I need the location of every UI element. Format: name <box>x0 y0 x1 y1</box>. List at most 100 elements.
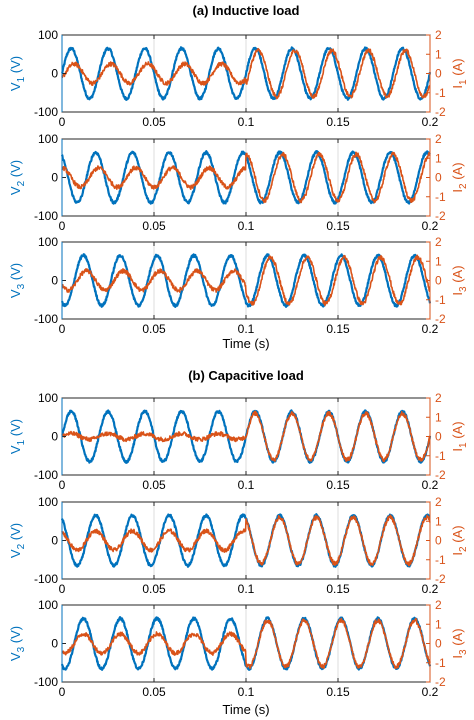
y-right-tick-label: -1 <box>435 553 446 567</box>
x-tick-label: 0.15 <box>326 115 350 129</box>
x-tick-label: 0.1 <box>238 115 255 129</box>
y-right-tick-label: -2 <box>435 468 446 482</box>
y-right-tick-label: -2 <box>435 675 446 689</box>
y-right-tick-label: -1 <box>435 449 446 463</box>
x-tick-label: 0 <box>59 582 66 596</box>
x-tick-label: 0.15 <box>326 219 350 233</box>
x-tick-label: 0.2 <box>422 582 439 596</box>
y-left-tick-label: 0 <box>51 637 58 651</box>
series-i1 <box>61 410 431 463</box>
y-right-tick-label: -1 <box>435 656 446 670</box>
x-tick-label: 0.05 <box>142 582 166 596</box>
y-left-tick-label: 0 <box>51 274 58 288</box>
y-right-tick-label: 1 <box>435 47 442 61</box>
x-tick-label: 0.2 <box>422 322 439 336</box>
series-i3 <box>61 617 431 670</box>
x-tick-label: 0.05 <box>142 115 166 129</box>
y-left-tick-label: 0 <box>51 171 58 185</box>
y-right-tick-label: -1 <box>435 190 446 204</box>
y-right-tick-label: 1 <box>435 514 442 528</box>
y-right-label: I2 (A) <box>450 162 469 192</box>
y-left-tick-label: -100 <box>34 675 58 689</box>
y-left-label: V3 (V) <box>8 263 27 298</box>
x-tick-label: 0 <box>59 322 66 336</box>
y-left-tick-label: -100 <box>34 209 58 223</box>
x-tick-label: 0 <box>59 478 66 492</box>
x-tick-label: 0.15 <box>326 478 350 492</box>
x-tick-label: 0 <box>59 219 66 233</box>
series-v3 <box>60 253 432 308</box>
y-right-tick-label: 2 <box>435 235 442 249</box>
y-right-tick-label: -1 <box>435 86 446 100</box>
y-right-tick-label: 2 <box>435 391 442 405</box>
y-right-tick-label: 2 <box>435 598 442 612</box>
y-left-label: V2 (V) <box>8 523 27 558</box>
y-right-tick-label: 1 <box>435 254 442 268</box>
y-right-label: I1 (A) <box>450 421 469 451</box>
y-right-tick-label: 0 <box>435 430 442 444</box>
y-left-label: V1 (V) <box>8 419 27 454</box>
x-tick-label: 0.1 <box>238 478 255 492</box>
y-right-tick-label: 0 <box>435 637 442 651</box>
y-left-label: V3 (V) <box>8 626 27 661</box>
y-left-tick-label: 0 <box>51 534 58 548</box>
y-left-tick-label: -100 <box>34 468 58 482</box>
y-right-tick-label: 0 <box>435 171 442 185</box>
x-tick-label: 0.15 <box>326 322 350 336</box>
x-tick-label: 0.15 <box>326 582 350 596</box>
x-tick-label: 0.2 <box>422 685 439 699</box>
y-left-label: V2 (V) <box>8 160 27 195</box>
x-tick-label: 0.1 <box>238 322 255 336</box>
x-tick-label: 0 <box>59 685 66 699</box>
y-left-tick-label: 100 <box>38 391 58 405</box>
chart-title: (a) Inductive load <box>193 3 300 18</box>
y-right-tick-label: -1 <box>435 293 446 307</box>
y-left-tick-label: 100 <box>38 598 58 612</box>
x-tick-label: 0.05 <box>142 478 166 492</box>
y-right-tick-label: 0 <box>435 67 442 81</box>
x-tick-label: 0.2 <box>422 219 439 233</box>
y-right-tick-label: 1 <box>435 151 442 165</box>
y-right-label: I3 (A) <box>450 265 469 295</box>
y-left-tick-label: -100 <box>34 105 58 119</box>
x-tick-label: 0 <box>59 115 66 129</box>
series-i2 <box>61 151 431 204</box>
x-tick-label: 0.1 <box>238 219 255 233</box>
y-right-tick-label: 2 <box>435 495 442 509</box>
series-i2 <box>61 514 431 567</box>
y-left-tick-label: -100 <box>34 312 58 326</box>
y-right-tick-label: 1 <box>435 617 442 631</box>
y-right-tick-label: 0 <box>435 274 442 288</box>
y-right-label: I3 (A) <box>450 628 469 658</box>
y-right-tick-label: -2 <box>435 572 446 586</box>
x-axis-label: Time (s) <box>222 336 269 351</box>
y-left-tick-label: 0 <box>51 67 58 81</box>
y-left-tick-label: 0 <box>51 430 58 444</box>
x-tick-label: 0.05 <box>142 219 166 233</box>
x-tick-label: 0.1 <box>238 582 255 596</box>
y-left-tick-label: 100 <box>38 235 58 249</box>
y-right-tick-label: 1 <box>435 410 442 424</box>
y-left-tick-label: 100 <box>38 28 58 42</box>
x-tick-label: 0.05 <box>142 685 166 699</box>
y-right-tick-label: -2 <box>435 105 446 119</box>
y-right-tick-label: 0 <box>435 534 442 548</box>
chart-title: (b) Capacitive load <box>188 368 304 383</box>
y-left-tick-label: 100 <box>38 132 58 146</box>
y-right-label: I1 (A) <box>450 58 469 88</box>
y-left-tick-label: -100 <box>34 572 58 586</box>
y-right-tick-label: 2 <box>435 28 442 42</box>
y-right-label: I2 (A) <box>450 525 469 555</box>
x-tick-label: 0.2 <box>422 478 439 492</box>
x-tick-label: 0.05 <box>142 322 166 336</box>
y-left-label: V1 (V) <box>8 56 27 91</box>
y-right-tick-label: -2 <box>435 209 446 223</box>
y-left-tick-label: 100 <box>38 495 58 509</box>
